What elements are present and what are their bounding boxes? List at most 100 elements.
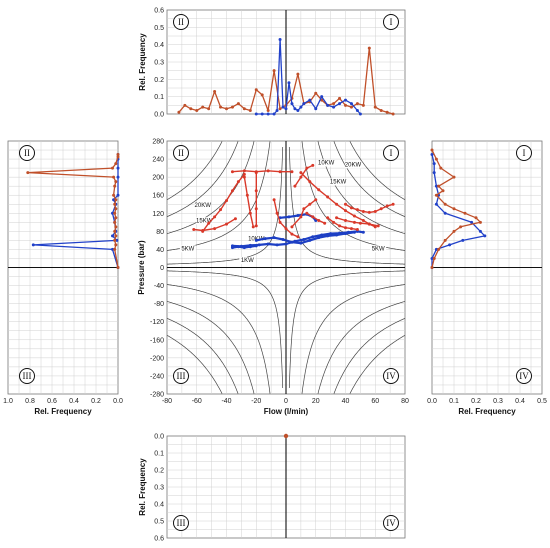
main-data-series-1-point [361,219,365,223]
main-data-series-1-point [344,209,347,213]
top-frequency-series-point [236,102,240,106]
top-y-tick-label: 0.4 [154,42,164,49]
left-x-tick-label: 0.6 [47,398,57,405]
top-frequency-series-point [349,105,353,109]
iso-power-curve [288,270,405,389]
right-frequency-series-point [452,175,456,179]
main-quadrant-label: III [177,371,186,381]
right-frequency-series-point [432,171,436,175]
main-x-tick-label: -60 [192,398,202,405]
top-y-tick-label: 0.5 [154,25,164,32]
main-data-series-1-point [344,226,347,230]
iso-power-curve [349,334,406,394]
main-data-series-1 [294,164,314,187]
right-frequency-series-point [439,166,443,170]
top-frequency-series-point [296,109,300,113]
main-data-series-1-point [311,215,315,219]
top-frequency-series-point [338,102,342,106]
main-data-series-0-point [254,238,258,242]
top-frequency-series-point [275,109,279,113]
main-y-tick-label: 160 [152,193,164,200]
right-frequency-series-point [434,202,438,206]
right-frequency-series-point [443,211,447,215]
main-data-series-1-point [349,227,353,231]
main-data-series-1-point [213,215,217,219]
main-y-tick-label: 0 [160,265,164,272]
top-frequency-series-point [278,107,282,111]
right-frequency-series-point [448,243,452,247]
main-data-series-0-point [242,246,246,250]
left-frequency-series [27,154,119,268]
power-label-bg [344,161,361,169]
main-data-series-1-point [242,172,246,176]
left-frequency-series-point [111,166,114,170]
left-x-tick-label: 0.8 [25,398,35,405]
top-y-tick-label: 0.3 [154,60,164,67]
bottom-y-tick-label: 0.5 [154,519,164,526]
iso-power-curve [167,270,284,389]
top-frequency-series-point [230,105,234,109]
top-frequency-series-point [373,105,377,109]
top-frequency-series-point [177,110,181,114]
main-data-series-0-point [335,233,339,237]
top-frequency-series-point [385,110,389,114]
iso-power-curve [166,317,239,394]
top-frequency-series-point [207,107,211,111]
top-frequency-series-point [358,112,362,116]
top-frequency-series-point [367,46,371,50]
power-label: 10KW [318,160,335,166]
right-frequency-series-point [437,184,441,188]
main-data-series-1-point [290,170,294,174]
main-x-tick-label: 80 [401,398,409,405]
top-frequency-series-point [195,109,199,113]
main-data-series-1-point [352,214,356,218]
top-quadrant-label: II [178,17,184,27]
right-frequency-series-point [470,220,474,224]
top-frequency-series-point [391,112,395,116]
main-y-tick-label: -160 [150,337,164,344]
left-quadrant-label-circle [19,368,35,384]
top-frequency-series-point [332,105,336,109]
main-data-series-0-point [275,243,279,247]
left-frequency-series-point [114,243,118,247]
top-frequency-series-point [260,112,264,116]
top-frequency-series-point [326,103,330,107]
main-data-series-0-point [284,242,288,246]
iso-power-curve [288,146,405,265]
left-x-tick-label: 0.4 [69,398,79,405]
right-frequency-series-point [432,162,436,166]
main-data-series-1-point [317,188,321,192]
main-data-series-0-point [320,233,324,237]
main-data-series-1-point [367,210,371,214]
bottom-y-tick-label: 0.4 [154,502,164,509]
main-x-tick-label: 40 [342,398,350,405]
main-data-series-1-point [290,232,294,236]
main-y-tick-label: 200 [152,175,164,182]
top-frequency-series-point [349,102,353,106]
main-data-series-1-point [326,195,330,199]
main-data-series-1-point [254,207,258,211]
left-x-axis-label: Rel. Frequency [34,407,92,416]
top-frequency-series-point [361,103,365,107]
main-data-series-1-point [314,198,318,202]
right-frequency-series-point [430,153,434,157]
top-frequency-series-point [272,112,276,116]
main-data-series-1-point [254,171,258,175]
main-data-series-0-point [230,246,234,250]
main-data-series-1-point [219,208,223,212]
bottom-y-tick-label: 0.1 [154,451,164,458]
main-y-tick-label: -40 [154,283,164,290]
main-data-series-0-point [263,237,267,241]
main-data-series-0-point [290,240,294,244]
iso-power-curve [166,141,239,218]
left-frequency-series-point [116,155,120,159]
main-data-series-1-point [245,193,249,197]
main-x-tick-label: 60 [371,398,379,405]
main-data-series-0-point [257,243,261,247]
right-frequency-series-point [478,229,482,233]
main-data-series-0-point [281,237,285,241]
main-data-series-1-point [349,206,353,210]
bottom-quadrant-label: III [177,518,186,528]
left-frequency-series-point [111,211,114,215]
